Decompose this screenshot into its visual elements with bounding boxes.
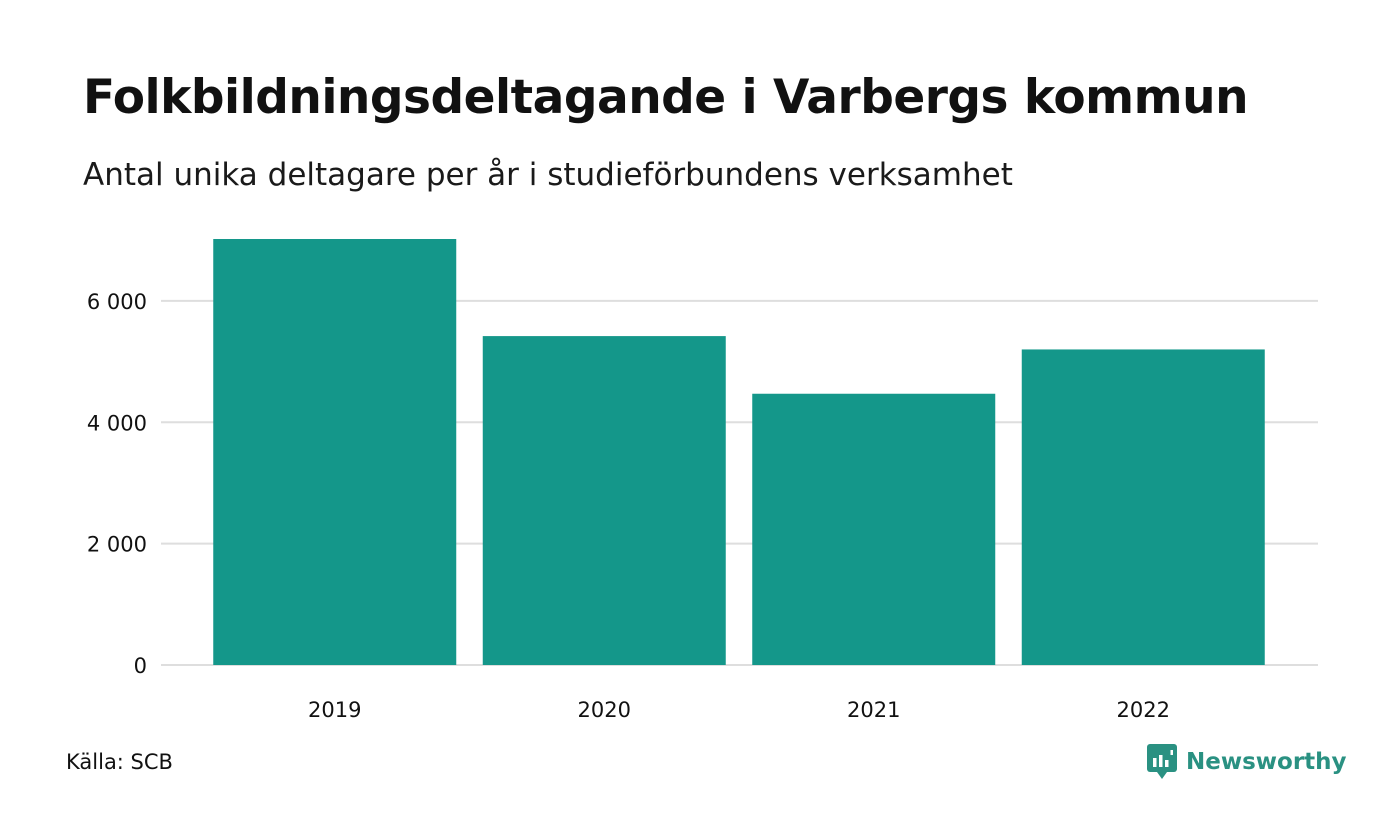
y-tick-label: 2 000 xyxy=(87,533,147,557)
chart-title: Folkbildningsdeltagande i Varbergs kommu… xyxy=(83,70,1249,125)
x-tick-label: 2020 xyxy=(578,698,631,722)
source-note: Källa: SCB xyxy=(66,750,173,774)
chart-subtitle: Antal unika deltagare per år i studieför… xyxy=(83,157,1013,193)
y-tick-label: 4 000 xyxy=(87,411,147,435)
bar-2019 xyxy=(213,239,457,665)
bar-chart-speech-bubble-icon xyxy=(1147,744,1177,779)
x-tick-label: 2019 xyxy=(308,698,361,722)
y-tick-label: 6 000 xyxy=(87,290,147,314)
x-tick-label: 2022 xyxy=(1117,698,1170,722)
y-tick-label: 0 xyxy=(134,654,147,678)
bar-2022 xyxy=(1021,349,1265,665)
y-axis-ticks: 0 2 000 4 000 6 000 xyxy=(87,290,147,678)
bars xyxy=(213,239,1265,665)
bar-chart: 0 2 000 4 000 6 000 2019 2020 2021 2022 xyxy=(87,239,1318,722)
newsworthy-logo: Newsworthy xyxy=(1147,744,1347,780)
x-tick-label: 2021 xyxy=(847,698,900,722)
x-axis-ticks: 2019 2020 2021 2022 xyxy=(308,698,1170,722)
brand-name: Newsworthy xyxy=(1186,749,1347,775)
bar-2021 xyxy=(752,393,996,665)
bar-2020 xyxy=(482,336,726,665)
